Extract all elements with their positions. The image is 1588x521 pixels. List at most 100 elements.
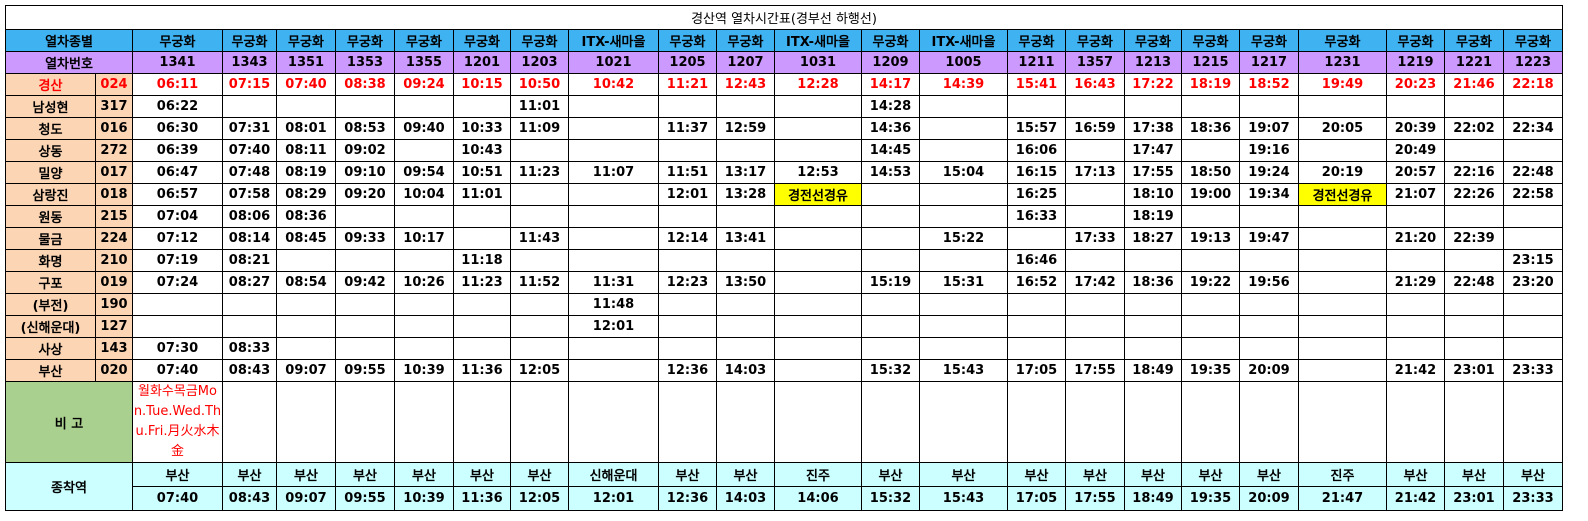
time-cell: [568, 337, 659, 360]
table-row: 경산 024 06:11 07:15 07:40 08:38 09:24 10:15 10:50…: [5, 73, 1563, 96]
time-cell: [568, 139, 659, 162]
time-cell: 10:43: [453, 139, 511, 162]
table-row: 삼랑진 018 06:57 07:58 08:29 09:20 10:04 11:01 12:0…: [5, 183, 1563, 206]
train-number: 1343: [222, 51, 277, 74]
arrival-time: 17:05: [1007, 486, 1066, 511]
time-cell: [335, 337, 395, 360]
destination: 부산: [394, 462, 454, 487]
time-cell: [1298, 359, 1387, 382]
destination: 부산: [658, 462, 717, 487]
remark-note: [276, 381, 336, 463]
time-cell: 13:50: [716, 271, 775, 294]
time-cell: [1298, 249, 1387, 272]
time-cell: [1503, 95, 1563, 118]
station-code: 215: [95, 205, 133, 228]
time-cell: 07:12: [132, 227, 223, 250]
title: 경산역 열차시간표(경부선 하행선): [5, 5, 1563, 30]
time-cell: [658, 249, 717, 272]
time-cell: 18:27: [1124, 227, 1182, 250]
arrival-time: 08:43: [222, 486, 277, 511]
train-type: 무궁화: [510, 29, 569, 52]
time-cell: [394, 139, 454, 162]
table-row: 물금 224 07:12 08:14 08:45 09:33 10:17 11:43 12:14…: [5, 227, 1563, 250]
train-number: 1215: [1181, 51, 1240, 74]
time-cell: 16:46: [1007, 249, 1066, 272]
train-type: 무궁화: [658, 29, 717, 52]
time-cell: 12:01: [568, 315, 659, 338]
time-cell: 16:43: [1065, 73, 1125, 96]
train-type: 무궁화: [1239, 29, 1299, 52]
time-cell: 11:37: [658, 117, 717, 140]
time-cell: [774, 227, 862, 250]
time-cell: [1239, 249, 1299, 272]
time-cell: 13:28: [716, 183, 775, 206]
time-cell: 19:49: [1298, 73, 1387, 96]
time-cell: 07:40: [132, 359, 223, 382]
time-cell: [568, 205, 659, 228]
time-cell: 07:24: [132, 271, 223, 294]
time-cell: [1444, 205, 1504, 228]
time-cell: [716, 95, 775, 118]
time-cell: 06:47: [132, 161, 223, 184]
station-name: 사상: [5, 337, 96, 360]
remark-note: [1007, 381, 1066, 463]
time-cell: 15:43: [919, 359, 1008, 382]
time-cell: 07:58: [222, 183, 277, 206]
time-cell: 11:23: [510, 161, 569, 184]
time-cell: [1007, 293, 1066, 316]
destination: 신해운대: [568, 462, 659, 487]
time-cell: 20:49: [1386, 139, 1445, 162]
time-cell: [658, 139, 717, 162]
station-code: 017: [95, 161, 133, 184]
time-cell: 11:23: [453, 271, 511, 294]
time-cell: 16:52: [1007, 271, 1066, 294]
train-type: 무궁화: [394, 29, 454, 52]
train-type: 무궁화: [335, 29, 395, 52]
time-cell: [335, 315, 395, 338]
arrival-time: 12:01: [568, 486, 659, 511]
time-cell: [568, 95, 659, 118]
destination: 부산: [1065, 462, 1125, 487]
time-cell: 12:36: [658, 359, 717, 382]
station-name: 남성현: [5, 95, 96, 118]
time-cell: [1298, 315, 1387, 338]
time-cell: [1181, 95, 1240, 118]
time-cell: [774, 315, 862, 338]
time-cell: 08:21: [222, 249, 277, 272]
time-cell: [716, 293, 775, 316]
time-cell: 19:16: [1239, 139, 1299, 162]
time-cell: 16:59: [1065, 117, 1125, 140]
train-number: 1355: [394, 51, 454, 74]
time-cell: 21:20: [1386, 227, 1445, 250]
time-cell: 08:14: [222, 227, 277, 250]
station-name: 구포: [5, 271, 96, 294]
destination: 부산: [276, 462, 336, 487]
table-row: 상동 272 06:39 07:40 08:11 09:02 10:43 14:45 16:06…: [5, 139, 1563, 162]
header-label: 열차번호: [5, 51, 133, 74]
time-cell: 14:17: [861, 73, 920, 96]
train-type: 무궁화: [1503, 29, 1563, 52]
time-cell: [1386, 315, 1445, 338]
time-cell: [1386, 293, 1445, 316]
train-number: 1031: [774, 51, 862, 74]
train-number: 1211: [1007, 51, 1066, 74]
time-cell: [1065, 293, 1125, 316]
train-number: 1203: [510, 51, 569, 74]
time-cell: 22:48: [1444, 271, 1504, 294]
time-cell: [335, 95, 395, 118]
time-cell: 08:43: [222, 359, 277, 382]
train-type: 무궁화: [222, 29, 277, 52]
table-row: 밀양 017 06:47 07:48 08:19 09:10 09:54 10:51 11:23…: [5, 161, 1563, 184]
train-type: 무궁화: [1386, 29, 1445, 52]
table-row: 열차번호 1341 1343 1351 1353 1355 1201 1203 1021 1205…: [5, 51, 1563, 74]
time-cell: [1444, 315, 1504, 338]
time-cell: 09:02: [335, 139, 395, 162]
station-name: 삼랑진: [5, 183, 96, 206]
time-cell: [1181, 337, 1240, 360]
time-cell: 19:47: [1239, 227, 1299, 250]
station-code: 024: [95, 73, 133, 96]
time-cell: 09:40: [394, 117, 454, 140]
time-cell: [510, 205, 569, 228]
time-cell: 18:19: [1124, 205, 1182, 228]
time-cell: [222, 95, 277, 118]
